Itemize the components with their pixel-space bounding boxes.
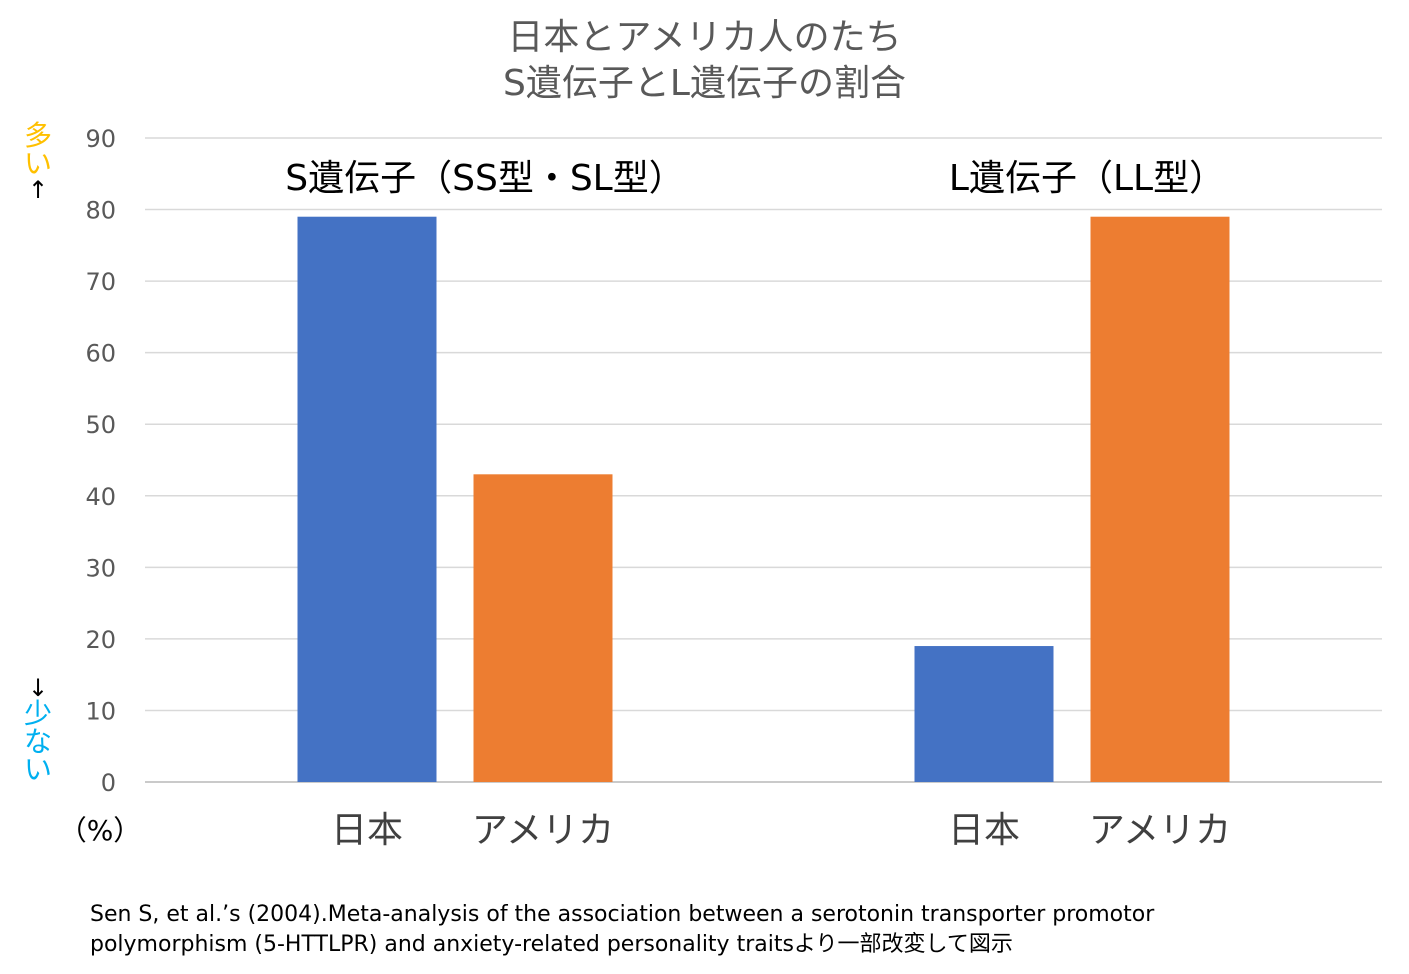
- y-tick-label: 50: [85, 411, 116, 439]
- x-category-label: 日本: [948, 810, 1020, 851]
- bar: [473, 474, 613, 782]
- y-tick-label: 30: [85, 554, 116, 582]
- group-label: L遺伝子（LL型）: [949, 158, 1225, 199]
- axis-note-high-char: 多: [24, 119, 53, 152]
- y-tick-label: 40: [85, 483, 116, 511]
- citation-line-1: Sen S, et al.’s (2004).Meta-analysis of …: [90, 902, 1155, 927]
- y-tick-label: 80: [85, 197, 116, 225]
- axis-note-high: 多 い ↑: [24, 119, 53, 204]
- chart-title-line-1: 日本とアメリカ人のたち: [507, 17, 902, 58]
- chart-title-line-2: S遺伝子とL遺伝子の割合: [503, 63, 906, 104]
- y-tick-label: 70: [85, 268, 116, 296]
- bar: [297, 216, 437, 782]
- up-arrow-icon: ↑: [28, 176, 49, 204]
- y-tick-label: 60: [85, 340, 116, 368]
- y-tick-label: 0: [101, 769, 116, 797]
- group-label: S遺伝子（SS型・SL型）: [285, 158, 684, 199]
- y-tick-label: 90: [85, 125, 116, 153]
- bar: [1090, 216, 1230, 782]
- citation-line-2: polymorphism (5-HTTLPR) and anxiety-rela…: [90, 932, 1013, 957]
- y-tick-label: 20: [85, 626, 116, 654]
- bar: [914, 646, 1054, 782]
- axis-note-low-char: 少: [24, 697, 53, 730]
- y-unit-label: （%）: [59, 814, 142, 847]
- axis-note-low: ↓ 少 な い: [24, 676, 52, 784]
- axis-note-low-char: い: [24, 753, 53, 786]
- down-arrow-icon: ↓: [28, 674, 49, 702]
- y-tick-label: 10: [85, 697, 116, 725]
- axis-note-low-char: な: [24, 725, 53, 758]
- x-category-label: 日本: [331, 810, 403, 851]
- x-category-label: アメリカ: [472, 810, 614, 851]
- axis-note-high-char: い: [24, 147, 53, 180]
- x-category-label: アメリカ: [1089, 810, 1231, 851]
